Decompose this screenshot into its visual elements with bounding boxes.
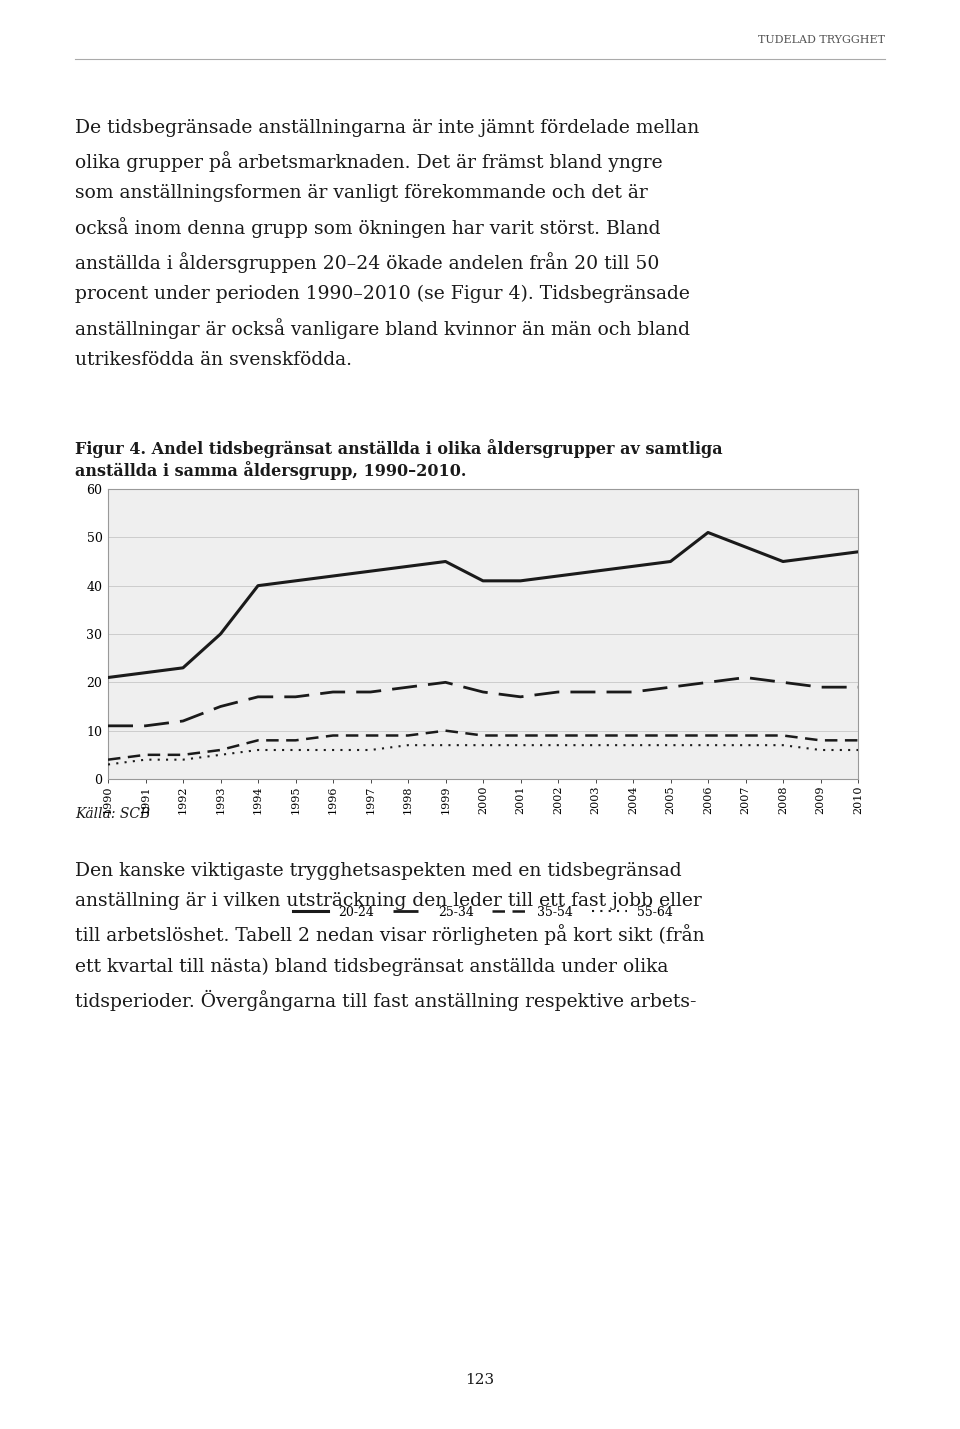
Text: 123: 123 <box>466 1373 494 1388</box>
Text: Källa: SCB: Källa: SCB <box>75 807 151 822</box>
Text: De tidsbegränsade anställningarna är inte jämnt fördelade mellan
olika grupper p: De tidsbegränsade anställningarna är int… <box>75 119 699 369</box>
Text: anställda i samma åldersgrupp, 1990–2010.: anställda i samma åldersgrupp, 1990–2010… <box>75 462 467 480</box>
Text: TUDELAD TRYGGHET: TUDELAD TRYGGHET <box>758 34 885 44</box>
Text: Figur 4. Andel tidsbegränsat anställda i olika åldersgrupper av samtliga: Figur 4. Andel tidsbegränsat anställda i… <box>75 439 723 457</box>
Text: Den kanske viktigaste trygghetsaspekten med en tidsbegränsad
anställning är i vi: Den kanske viktigaste trygghetsaspekten … <box>75 862 705 1012</box>
Legend: 20-24, 25-34, 35-54, 55-64: 20-24, 25-34, 35-54, 55-64 <box>288 900 678 923</box>
